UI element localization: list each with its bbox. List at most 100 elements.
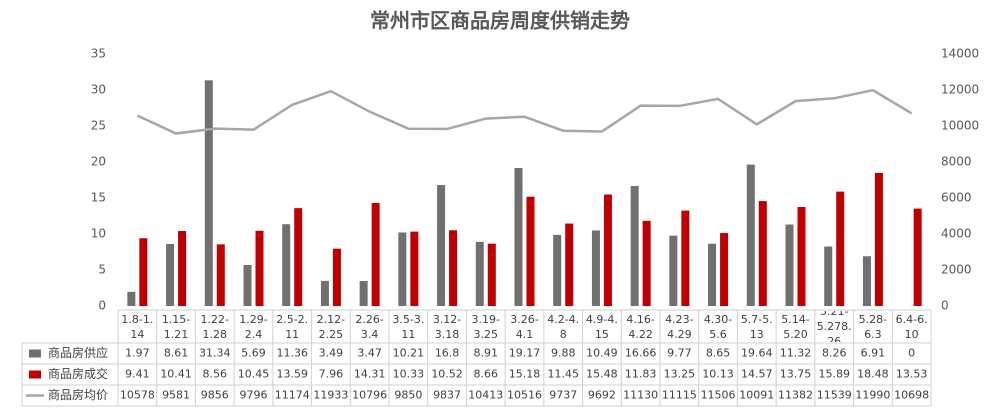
table-cell: 10.52 — [431, 368, 463, 381]
x-tick-label: 3.19-3.25 — [471, 312, 500, 341]
bar — [708, 243, 717, 306]
table-cell: 11933 — [313, 389, 348, 402]
table-cell: 11382 — [778, 389, 813, 402]
bar — [127, 291, 136, 306]
bar — [553, 234, 562, 306]
table-cell: 10.13 — [702, 368, 734, 381]
bar — [398, 232, 407, 306]
legend-swatch — [29, 349, 41, 358]
bar — [410, 231, 419, 306]
table-cell: 3.47 — [357, 347, 382, 360]
bar — [681, 210, 690, 306]
bar — [359, 281, 368, 306]
x-tick-label: 4.9-4.15 — [585, 312, 618, 341]
table-cell: 18.48 — [857, 368, 889, 381]
table-cell: 10.41 — [160, 368, 192, 381]
bar — [514, 167, 523, 306]
table-cell: 9796 — [240, 389, 268, 402]
chart-title: 常州市区商品房周度供销走势 — [370, 9, 630, 33]
table-cell: 13.53 — [896, 368, 928, 381]
x-tick-label-box: 3.19-3.25 — [471, 312, 500, 341]
table-cell: 11.45 — [547, 368, 579, 381]
bar — [487, 243, 496, 306]
x-tick-label-box: 5.28-6.3 — [859, 313, 887, 341]
x-tick-label: 2.12-2.25 — [316, 312, 346, 341]
y-tick-label: 30 — [91, 83, 106, 97]
y2-tick-label: 8000 — [941, 155, 972, 169]
bar — [746, 164, 755, 306]
bar — [758, 201, 767, 306]
table-cell: 11174 — [275, 389, 310, 402]
x-tick-label: 1.15-1.21 — [161, 312, 191, 341]
bar — [630, 186, 639, 306]
x-tick-label: 2.5-2.11 — [276, 312, 309, 341]
table-cell: 8.91 — [474, 347, 499, 360]
x-tick-label-box: 2.12-2.25 — [316, 312, 346, 341]
bar — [836, 191, 845, 306]
table-cell: 8.65 — [706, 347, 731, 360]
y2-tick-label: 0 — [941, 299, 949, 313]
legend-label: 商品房成交 — [48, 366, 108, 381]
x-tick-label-box: 1.29-2.4 — [239, 312, 268, 341]
table-cell: 8.66 — [474, 368, 499, 381]
legend-swatch — [29, 370, 41, 379]
bar — [204, 80, 213, 307]
y2-tick-label: 2000 — [941, 263, 972, 277]
y-tick-label: 35 — [91, 47, 106, 61]
legend-label: 商品房供应 — [48, 345, 108, 360]
x-tick-label: 6.4-6.10 — [895, 312, 928, 341]
table-cell: 9692 — [588, 389, 616, 402]
table-cell: 11115 — [662, 389, 697, 402]
table-cell: 9581 — [162, 389, 190, 402]
table-cell: 13.75 — [780, 368, 812, 381]
bar — [243, 265, 252, 306]
bar — [591, 230, 600, 306]
x-tick-label-box: 4.23-4.29 — [665, 313, 693, 341]
table-cell: 31.34 — [199, 347, 231, 360]
y-tick-label: 25 — [91, 119, 106, 133]
bar — [294, 208, 303, 306]
table-cell: 9737 — [549, 389, 577, 402]
y-tick-label: 10 — [91, 227, 106, 241]
table-cell: 15.89 — [818, 368, 850, 381]
table-cell: 10578 — [120, 389, 155, 402]
table-cell: 1.97 — [125, 347, 150, 360]
x-tick-label-box: 1.22-1.28 — [201, 313, 229, 341]
bar — [216, 244, 225, 306]
table-cell: 13.59 — [276, 368, 308, 381]
table-cell: 19.17 — [509, 347, 541, 360]
y-tick-label: 15 — [91, 191, 106, 205]
bar — [449, 230, 458, 306]
table-cell: 10.21 — [393, 347, 425, 360]
x-tick-label-box: 2.5-2.11 — [276, 312, 309, 341]
x-tick-label-box: 5.21-5.278.26 — [816, 311, 852, 342]
table-cell: 10698 — [894, 389, 929, 402]
table-cell: 9.77 — [667, 347, 692, 360]
y2-tick-label: 6000 — [941, 191, 972, 205]
line — [136, 88, 913, 135]
table-cell: 5.69 — [241, 347, 266, 360]
x-tick-label-box: 5.14-5.20 — [781, 313, 809, 341]
table-cell: 8.61 — [164, 347, 189, 360]
table-cell: 8.26 — [822, 347, 847, 360]
bar — [603, 194, 612, 306]
bar — [824, 246, 833, 306]
table-cell: 14.31 — [354, 368, 386, 381]
x-tick-label: 2.26-3.4 — [355, 312, 384, 341]
table-cell: 16.8 — [435, 347, 460, 360]
bar — [913, 208, 922, 306]
x-tick-label: 4.30-5.6 — [703, 312, 733, 341]
table-cell: 10516 — [507, 389, 542, 402]
x-tick-label: 4.16-4.22 — [626, 312, 655, 341]
bar — [862, 256, 871, 306]
bar — [874, 172, 883, 306]
x-tick-label: 1.8-1.14 — [121, 312, 154, 341]
table-cell: 11539 — [817, 389, 852, 402]
table-cell: 11130 — [623, 389, 658, 402]
x-tick-label: 5.21-5.278.26 — [816, 311, 852, 342]
x-tick-label: 1.29-2.4 — [239, 312, 268, 341]
bar — [475, 241, 484, 306]
legend-label: 商品房均价 — [48, 387, 108, 402]
y2-tick-label: 12000 — [941, 83, 979, 97]
